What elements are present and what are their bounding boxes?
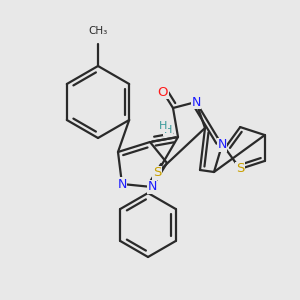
- Text: N: N: [117, 178, 127, 190]
- Text: N: N: [147, 181, 157, 194]
- Text: N: N: [217, 139, 227, 152]
- Text: CH₃: CH₃: [88, 26, 108, 36]
- Text: S: S: [236, 162, 244, 176]
- Text: N: N: [191, 95, 201, 109]
- Text: H: H: [159, 121, 167, 131]
- Text: N: N: [117, 178, 127, 190]
- Text: O: O: [158, 83, 168, 97]
- Text: H: H: [159, 121, 167, 131]
- Text: S: S: [153, 167, 161, 179]
- Text: S: S: [153, 167, 161, 179]
- Text: S: S: [236, 162, 244, 176]
- Text: H: H: [164, 125, 172, 135]
- Text: N: N: [217, 139, 227, 152]
- Text: O: O: [158, 85, 168, 98]
- Text: N: N: [147, 181, 157, 194]
- Text: CH₃: CH₃: [88, 28, 108, 38]
- Text: N: N: [191, 95, 201, 109]
- Text: S: S: [153, 167, 161, 179]
